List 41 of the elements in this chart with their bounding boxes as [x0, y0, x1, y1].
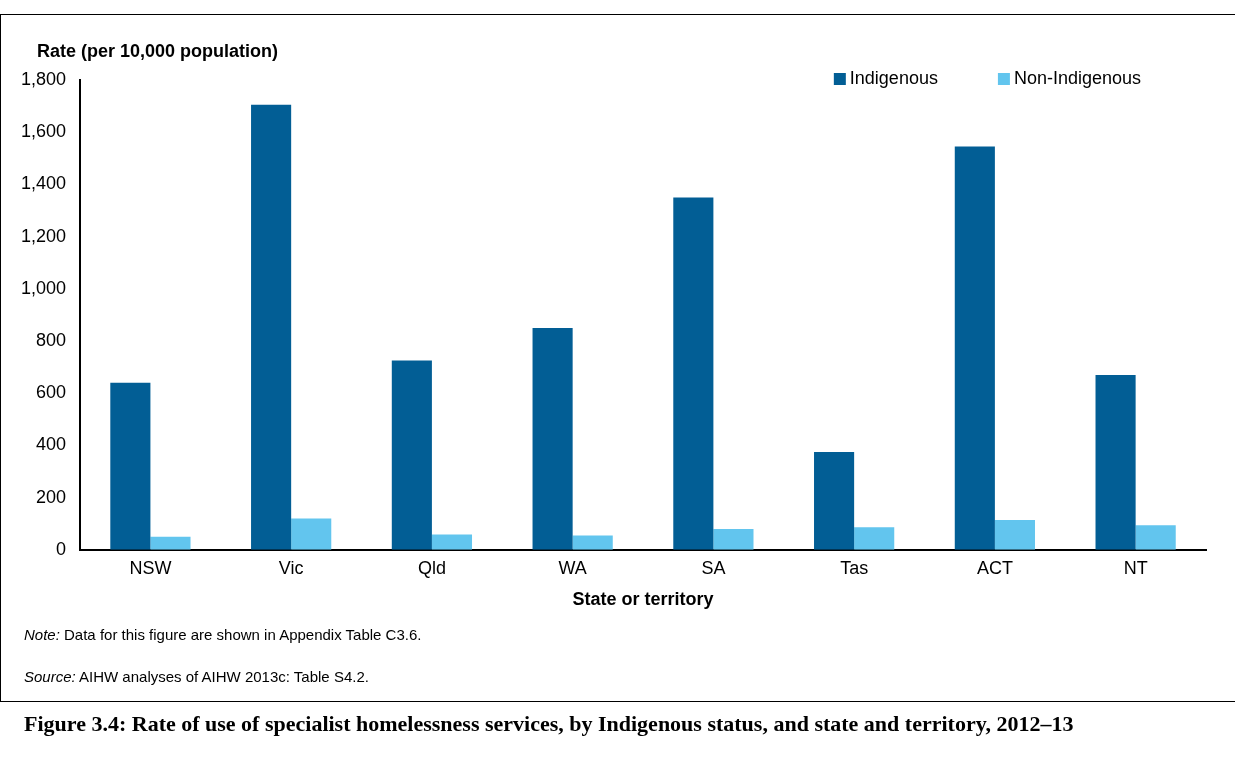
bar: [572, 535, 613, 550]
y-tick-label: 1,000: [21, 277, 67, 298]
x-axis-title: State or territory: [572, 589, 714, 610]
y-tick-label: 0: [56, 538, 67, 559]
x-tick-label: WA: [558, 557, 587, 578]
bar: [673, 197, 714, 550]
source-note: Source: AIHW analyses of AIHW 2013c: Table S4.2.: [24, 668, 369, 685]
text: Figure 3.4: Rate of use of specialist homelessness services, by Indigenous status, and state and territory, 2012–13: [24, 710, 1075, 737]
bar: [391, 360, 432, 550]
bar: [150, 536, 191, 550]
x-tick-label: Qld: [417, 557, 446, 578]
x-tick-label: Vic: [278, 557, 304, 578]
bar: [532, 327, 573, 550]
y-tick-label: 400: [36, 434, 67, 455]
y-tick-label: 1,600: [21, 121, 67, 142]
legend-label: Non-Indigenous: [1013, 67, 1141, 88]
bar: [291, 518, 332, 550]
x-tick-label: NSW: [129, 557, 172, 578]
y-tick-label: 800: [36, 329, 67, 350]
y-tick-label: 1,800: [21, 68, 67, 89]
bar: [431, 534, 473, 550]
bar: [994, 520, 1035, 550]
text: Note: Data for this figure are shown in Appendix Table C3.6.: [24, 626, 422, 643]
x-tick-label: Tas: [840, 557, 869, 578]
bar: [1095, 374, 1136, 550]
bar: [713, 528, 754, 550]
bar: [854, 527, 895, 550]
bar: [251, 104, 292, 550]
bar: [954, 146, 995, 550]
bar: [1135, 525, 1176, 550]
legend-label: Indigenous: [849, 67, 938, 88]
y-tick-label: 600: [36, 382, 67, 403]
x-tick-label: SA: [701, 557, 726, 578]
y-tick-label: 1,200: [21, 225, 67, 246]
bar: [110, 382, 151, 550]
y-tick-label: 200: [36, 486, 67, 507]
y-tick-label: 1,400: [21, 173, 67, 194]
y-axis-title: Rate (per 10,000 population): [37, 40, 279, 61]
bar: [814, 451, 855, 550]
x-tick-label: NT: [1123, 557, 1148, 578]
x-tick-label: ACT: [976, 557, 1013, 578]
